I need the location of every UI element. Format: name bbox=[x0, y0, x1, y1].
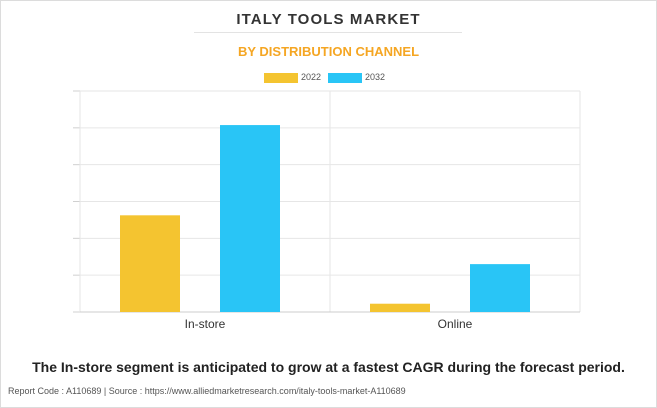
legend-swatch-2032 bbox=[328, 73, 362, 83]
source-footer: Report Code : A110689 | Source : https:/… bbox=[8, 386, 406, 396]
x-tick-label: Online bbox=[438, 317, 473, 331]
legend-label-2022: 2022 bbox=[301, 72, 322, 82]
chart-subtitle: BY DISTRIBUTION CHANNEL bbox=[237, 44, 420, 59]
legend: 2022 2032 bbox=[0, 72, 657, 86]
bar-2022-in-store bbox=[120, 215, 180, 312]
legend-label-2032: 2032 bbox=[365, 72, 386, 82]
legend-swatch-2022 bbox=[264, 73, 298, 83]
bar-2032-in-store bbox=[220, 125, 280, 312]
bar-2022-online bbox=[370, 303, 430, 312]
title-divider bbox=[194, 32, 462, 33]
chart-title: ITALY TOOLS MARKET bbox=[236, 11, 421, 28]
x-tick-label: In-store bbox=[185, 317, 226, 331]
chart-caption: The In-store segment is anticipated to g… bbox=[32, 359, 625, 375]
bar-2032-online bbox=[470, 264, 530, 312]
bar-chart: In-store Online bbox=[73, 90, 581, 331]
